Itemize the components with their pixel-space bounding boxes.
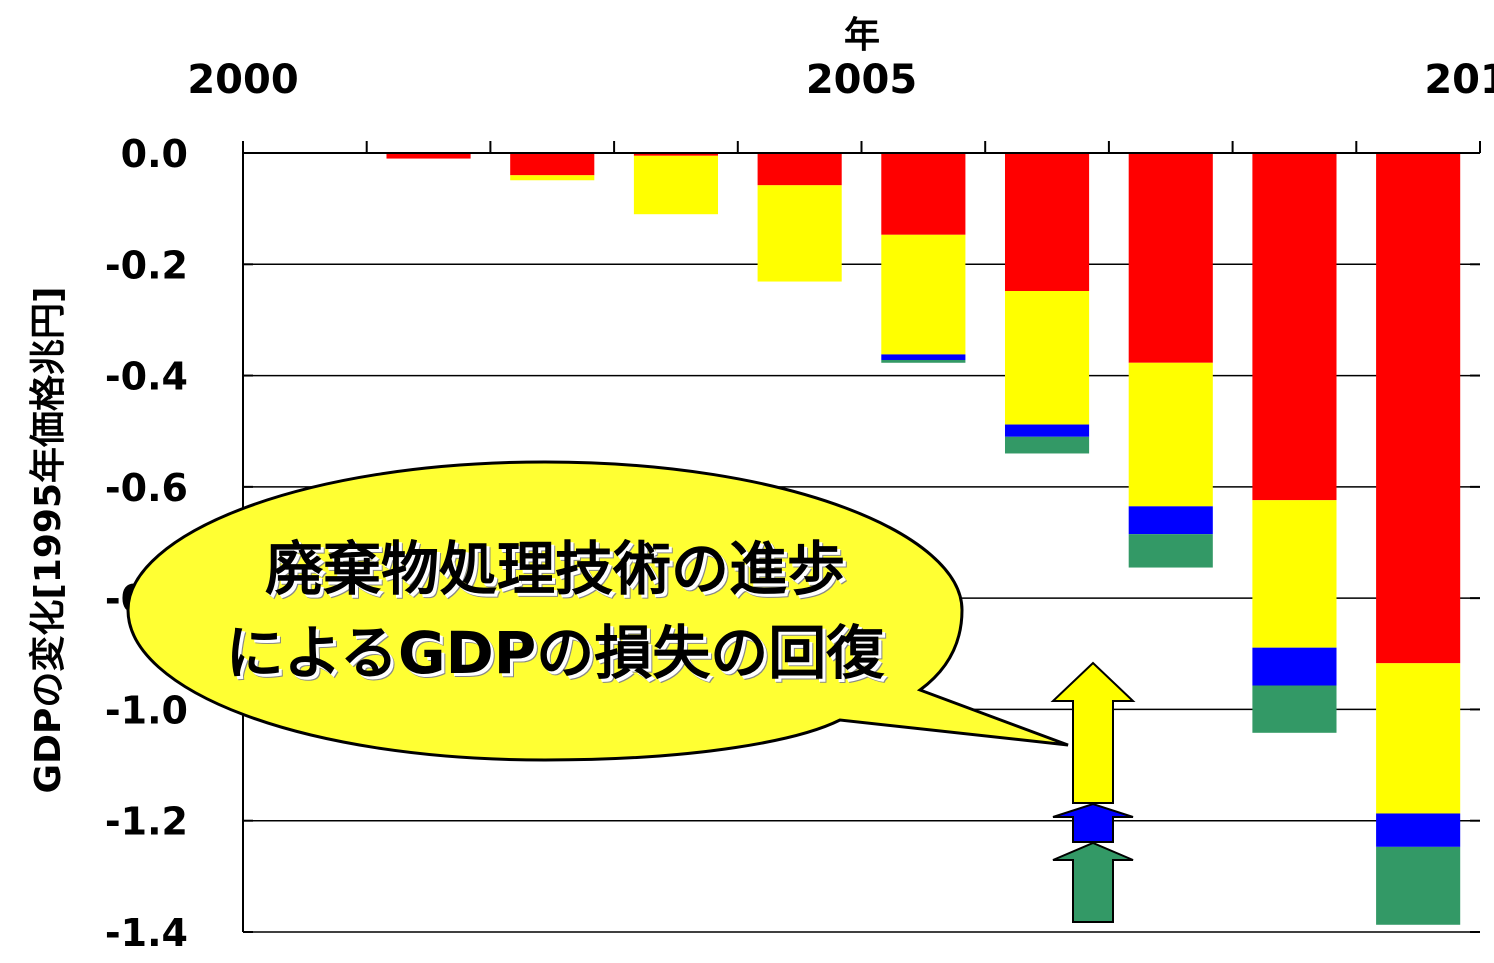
bar-segment [510, 175, 595, 181]
bar-segment [1252, 647, 1337, 686]
y-tick-label: -1.4 [105, 911, 188, 955]
bar-segment [1004, 290, 1090, 425]
y-tick-label: -1.2 [105, 800, 188, 844]
bar-segment [1376, 813, 1461, 847]
bar-segment [757, 153, 842, 186]
y-tick-labels: 0.0-0.2-0.4-0.6-0.8-1.0-1.2-1.4 [105, 132, 188, 955]
bar-segment [881, 359, 966, 363]
bar-segment [1004, 424, 1090, 437]
bar-segment [1128, 362, 1213, 507]
blue-up-arrow [1052, 802, 1134, 843]
bar-segment [633, 153, 719, 156]
y-tick-label: -1.0 [105, 688, 188, 732]
bar-segment [1004, 436, 1090, 454]
yellow-up-arrow [1050, 661, 1136, 804]
bar-segment [1252, 500, 1337, 648]
green-up-arrow [1052, 841, 1134, 923]
recovery-arrows [1050, 661, 1136, 923]
y-tick-label: -0.4 [105, 355, 188, 399]
bar-segment [1252, 685, 1337, 733]
bar-segment [633, 155, 719, 215]
bar-segment [1376, 153, 1461, 664]
annotation-bubble [126, 460, 1069, 762]
bar-segment [1128, 534, 1213, 568]
bubble-shape [126, 460, 1069, 762]
y-axis-title: GDPの変化[1995年価格兆円] [28, 286, 69, 794]
bar-segment [881, 354, 966, 360]
bar-segment [1128, 506, 1213, 535]
x-axis-title: 年 [844, 15, 880, 56]
y-tick-label: -0.2 [105, 243, 188, 287]
bar-segment [386, 153, 471, 159]
annotation-line-1: 廃棄物処理技術の進歩 [264, 535, 845, 603]
bar-segment [881, 153, 966, 235]
bar-segment [757, 185, 842, 282]
x-tick-label: 2005 [806, 57, 917, 103]
bar-segment [1376, 846, 1461, 925]
bar-segment [881, 234, 966, 355]
y-tick-label: -0.6 [105, 466, 188, 510]
bar-segment [1004, 153, 1090, 291]
annotation-line-2: によるGDPの損失の回復 [225, 619, 885, 687]
bar-segment [1128, 153, 1213, 363]
bar-segment [1252, 153, 1337, 501]
bar-segment [1376, 663, 1461, 814]
bar-segment [510, 153, 595, 176]
x-tick-label: 2000 [187, 57, 298, 103]
bars [386, 153, 1461, 925]
y-tick-label: 0.0 [121, 132, 188, 176]
